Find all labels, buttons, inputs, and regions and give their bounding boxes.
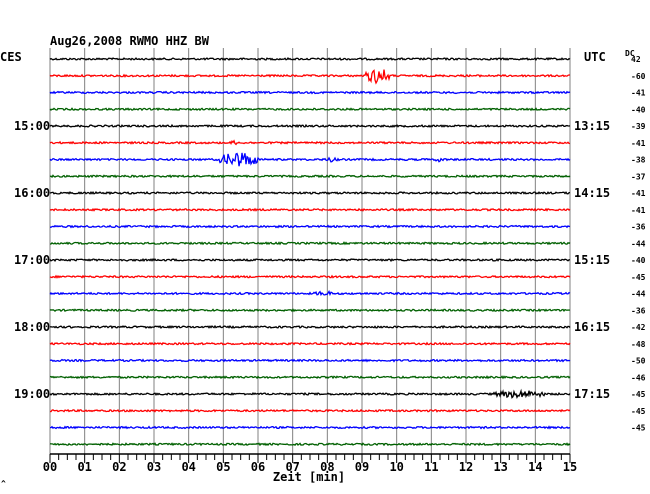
trace-21 [49, 408, 571, 413]
x-tick-label: 04 [181, 460, 195, 474]
trace-8 [49, 190, 571, 196]
trace-4 [49, 123, 571, 129]
dc-offset-header: DC [625, 49, 635, 58]
trace-7 [49, 174, 571, 179]
x-tick-label: 07 [285, 460, 299, 474]
dc-offset-label: -60 [631, 72, 646, 81]
dc-offset-label: -41 [631, 89, 646, 98]
x-axis: 00 01 02 03 04 05 06 07 08 09 10 11 12 13 14 15 [43, 453, 577, 474]
dc-offset-label: -44 [631, 290, 646, 299]
dc-offset-label: -41 [631, 189, 646, 198]
x-tick-label: 03 [147, 460, 161, 474]
dc-offset-label: -40 [631, 256, 646, 265]
right-hour-labels: 13:15 14:15 15:15 16:15 17:15 [574, 119, 610, 401]
left-hour-label: 19:00 [14, 387, 50, 401]
right-hour-label: 14:15 [574, 186, 610, 200]
left-hour-label: 15:00 [14, 119, 50, 133]
dc-offset-label: -41 [631, 206, 646, 215]
trace-22 [50, 425, 571, 430]
trace-1 [49, 69, 570, 85]
left-hour-labels: 15:00 16:00 17:00 18:00 19:00 [14, 119, 50, 401]
left-hour-label: 16:00 [14, 186, 50, 200]
x-axis-label: Zeit [min] [273, 470, 345, 484]
dc-offset-label: -45 [631, 424, 646, 433]
dc-offset-label: 42 [631, 55, 641, 64]
left-hour-label: 18:00 [14, 320, 50, 334]
trace-5 [49, 139, 571, 146]
trace-20 [49, 388, 571, 400]
dc-offset-label: -41 [631, 139, 646, 148]
right-timezone-label: UTC [584, 50, 606, 64]
trace-18 [49, 358, 571, 363]
trace-2 [49, 90, 571, 95]
x-tick-label: 08 [320, 460, 334, 474]
x-tick-label: 12 [459, 460, 473, 474]
dc-offset-label: -37 [631, 172, 646, 181]
trace-14 [49, 290, 571, 297]
left-timezone-label: CES [0, 50, 22, 64]
dc-offset-label: -46 [631, 373, 646, 382]
dc-offset-label: -38 [631, 156, 646, 165]
dc-offset-label: -44 [631, 239, 646, 248]
time-grid [49, 48, 571, 454]
x-tick-label: 02 [112, 460, 126, 474]
seismogram-traces [49, 57, 571, 447]
trace-19 [49, 375, 571, 380]
dc-offset-label: -40 [631, 105, 646, 114]
dc-offset-label: -36 [631, 306, 646, 315]
trace-10 [50, 224, 571, 229]
x-tick-label: 05 [216, 460, 230, 474]
trace-6 [49, 152, 571, 167]
right-hour-label: 17:15 [574, 387, 610, 401]
right-hour-label: 16:15 [574, 320, 610, 334]
x-tick-label: 13 [493, 460, 507, 474]
x-tick-label: 11 [424, 460, 438, 474]
trace-3 [49, 107, 571, 112]
dc-offset-label: -45 [631, 273, 646, 282]
trace-0 [49, 57, 571, 61]
trace-12 [49, 257, 571, 263]
x-tick-label: 06 [251, 460, 265, 474]
x-tick-label: 14 [528, 460, 542, 474]
x-tick-label: 01 [77, 460, 91, 474]
corner-mark: ^ [1, 479, 6, 488]
right-hour-label: 13:15 [574, 119, 610, 133]
right-hour-label: 15:15 [574, 253, 610, 267]
x-tick-label: 15 [563, 460, 577, 474]
trace-11 [50, 241, 571, 246]
dc-offset-label: -50 [631, 357, 646, 366]
trace-16 [49, 324, 571, 330]
trace-23 [49, 442, 571, 447]
left-hour-label: 17:00 [14, 253, 50, 267]
x-tick-label: 00 [43, 460, 57, 474]
dc-offset-label: -45 [631, 390, 646, 399]
trace-13 [49, 274, 571, 279]
trace-9 [49, 207, 571, 212]
dc-offset-label: -45 [631, 407, 646, 416]
dc-offset-label: -48 [631, 340, 646, 349]
dc-offset-label: -42 [631, 323, 646, 332]
x-tick-label: 09 [355, 460, 369, 474]
trace-17 [49, 341, 571, 346]
chart-title: Aug26,2008 RWMO HHZ BW [50, 34, 210, 48]
trace-15 [49, 308, 571, 313]
dc-offset-label: -36 [631, 223, 646, 232]
x-tick-label: 10 [389, 460, 403, 474]
dc-offset-labels: 42 -60 -41 -40 -39 -41 -38 -37 -41 -41 -36 -44 -40 -4… [631, 55, 646, 433]
dc-offset-label: -39 [631, 122, 646, 131]
